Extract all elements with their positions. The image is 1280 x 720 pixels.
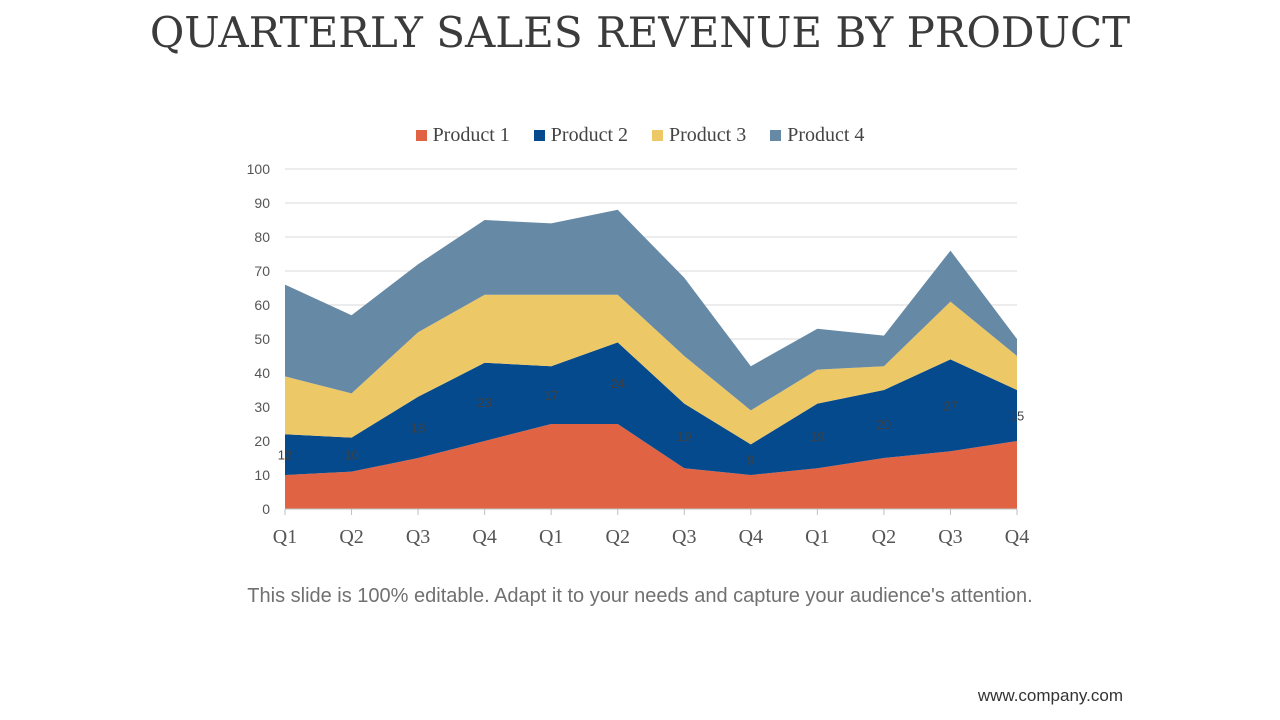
- legend-swatch-product-2: [533, 130, 545, 141]
- x-tick-label-6: Q3: [672, 526, 696, 548]
- x-tick-label-11: Q4: [1005, 526, 1029, 548]
- data-label-series-2-3: 23: [477, 395, 491, 410]
- legend-label-product-1: Product 1: [432, 124, 510, 146]
- x-tick-label-2: Q3: [406, 526, 430, 548]
- data-label-series-2-2: 18: [411, 420, 425, 435]
- slide-caption: This slide is 100% editable. Adapt it to…: [247, 585, 1033, 607]
- y-tick-label-50: 50: [254, 331, 270, 347]
- area-series-3: [285, 294, 1017, 445]
- y-tick-label-10: 10: [254, 467, 270, 483]
- legend-item-product-3: Product 3: [652, 124, 746, 147]
- footer-url: www.company.com: [977, 686, 1123, 705]
- legend-swatch-product-4: [770, 130, 782, 141]
- chart-legend: Product 1 Product 2 Product 3 Product 4: [0, 124, 1280, 147]
- y-tick-label-70: 70: [254, 263, 270, 279]
- y-tick-label-20: 20: [254, 433, 270, 449]
- legend-swatch-product-3: [652, 130, 663, 141]
- x-tick-label-3: Q4: [472, 526, 496, 548]
- x-tick-label-7: Q4: [739, 526, 763, 548]
- x-tick-label-1: Q2: [339, 526, 363, 548]
- area-series-4: [285, 209, 1017, 411]
- x-tick-label-10: Q3: [938, 526, 962, 548]
- data-label-series-2-5: 24: [610, 376, 624, 391]
- legend-item-product-2: Product 2: [533, 124, 628, 147]
- area-series-2: [285, 342, 1017, 475]
- data-label-series-2-7: 9: [747, 453, 754, 468]
- legend-label-product-3: Product 3: [669, 124, 747, 146]
- y-tick-label-90: 90: [254, 195, 270, 211]
- y-tick-label-60: 60: [254, 297, 270, 313]
- area-series-1: [285, 424, 1017, 509]
- data-label-series-2-11: 15: [1010, 409, 1024, 424]
- y-tick-label-80: 80: [254, 229, 270, 245]
- chart-title: QUARTERLY SALES REVENUE BY PRODUCT: [149, 8, 1131, 57]
- legend-swatch-product-1: [415, 130, 427, 141]
- legend-label-product-4: Product 4: [787, 124, 865, 146]
- data-label-series-2-0: 12: [278, 448, 292, 463]
- legend-item-product-1: Product 1: [415, 124, 510, 147]
- y-tick-label-0: 0: [262, 501, 270, 517]
- y-tick-label-30: 30: [254, 399, 270, 415]
- legend-label-product-2: Product 2: [550, 124, 628, 146]
- x-tick-label-9: Q2: [872, 526, 896, 548]
- x-tick-label-5: Q2: [606, 526, 630, 548]
- legend-item-product-4: Product 4: [770, 124, 864, 147]
- data-label-series-2-9: 20: [877, 417, 891, 432]
- x-tick-label-8: Q1: [805, 526, 829, 548]
- data-label-series-2-10: 27: [943, 398, 957, 413]
- data-label-series-2-8: 19: [810, 429, 824, 444]
- x-tick-label-4: Q1: [539, 526, 563, 548]
- x-tick-label-0: Q1: [273, 526, 297, 548]
- data-label-series-2-6: 19: [677, 429, 691, 444]
- y-tick-label-40: 40: [254, 365, 270, 381]
- data-label-series-2-1: 10: [344, 448, 358, 463]
- data-label-series-2-4: 17: [544, 388, 558, 403]
- y-tick-label-100: 100: [247, 161, 271, 177]
